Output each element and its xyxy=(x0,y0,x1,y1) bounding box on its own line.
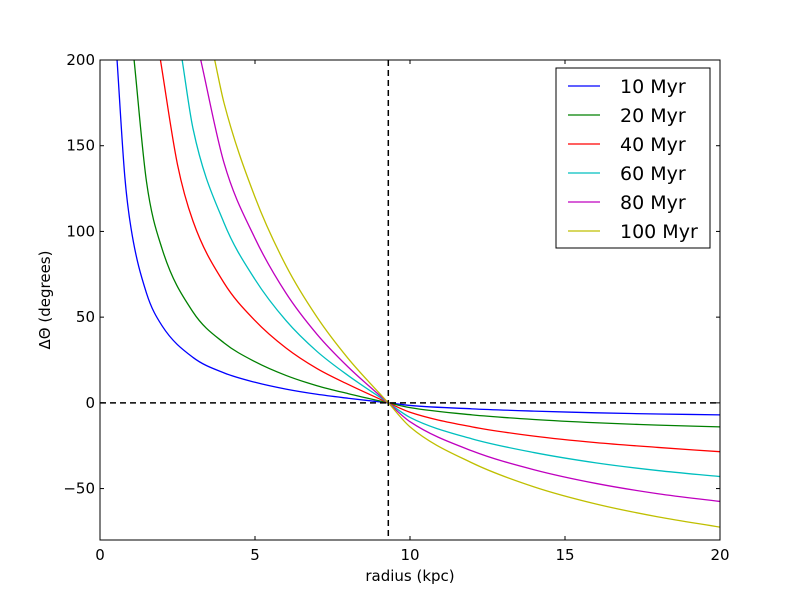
x-tick-label: 0 xyxy=(95,546,105,564)
x-tick-label: 10 xyxy=(400,546,419,564)
series-line-20-myr xyxy=(133,60,720,428)
axis-ticks: 0 5 10 15 20 −50 0 50 100 150 200 xyxy=(63,51,729,564)
series-line-10-myr xyxy=(116,60,720,416)
y-tick-label: −50 xyxy=(63,480,95,498)
legend: 10 Myr 20 Myr 40 Myr 60 Myr 80 Myr 100 Myr xyxy=(555,67,711,249)
y-tick-label: 200 xyxy=(66,51,95,69)
reference-lines xyxy=(100,60,720,540)
y-tick-label: 0 xyxy=(85,394,95,412)
legend-box xyxy=(555,67,711,249)
legend-label: 20 Myr xyxy=(620,105,686,127)
legend-label: 10 Myr xyxy=(620,76,686,98)
legend-label: 80 Myr xyxy=(620,192,686,214)
legend-label: 100 Myr xyxy=(620,221,698,243)
legend-label: 40 Myr xyxy=(620,134,686,156)
x-tick-label: 5 xyxy=(250,546,260,564)
x-tick-label: 20 xyxy=(710,546,729,564)
series-line-40-myr xyxy=(159,60,720,453)
y-tick-label: 50 xyxy=(76,308,95,326)
y-axis-label: ΔΘ (degrees) xyxy=(36,251,54,350)
legend-label: 60 Myr xyxy=(620,163,686,185)
y-tick-label: 100 xyxy=(66,222,95,240)
series-line-60-myr xyxy=(181,60,720,478)
x-axis-label: radius (kpc) xyxy=(365,567,454,585)
x-tick-label: 15 xyxy=(555,546,574,564)
y-tick-label: 150 xyxy=(66,137,95,155)
